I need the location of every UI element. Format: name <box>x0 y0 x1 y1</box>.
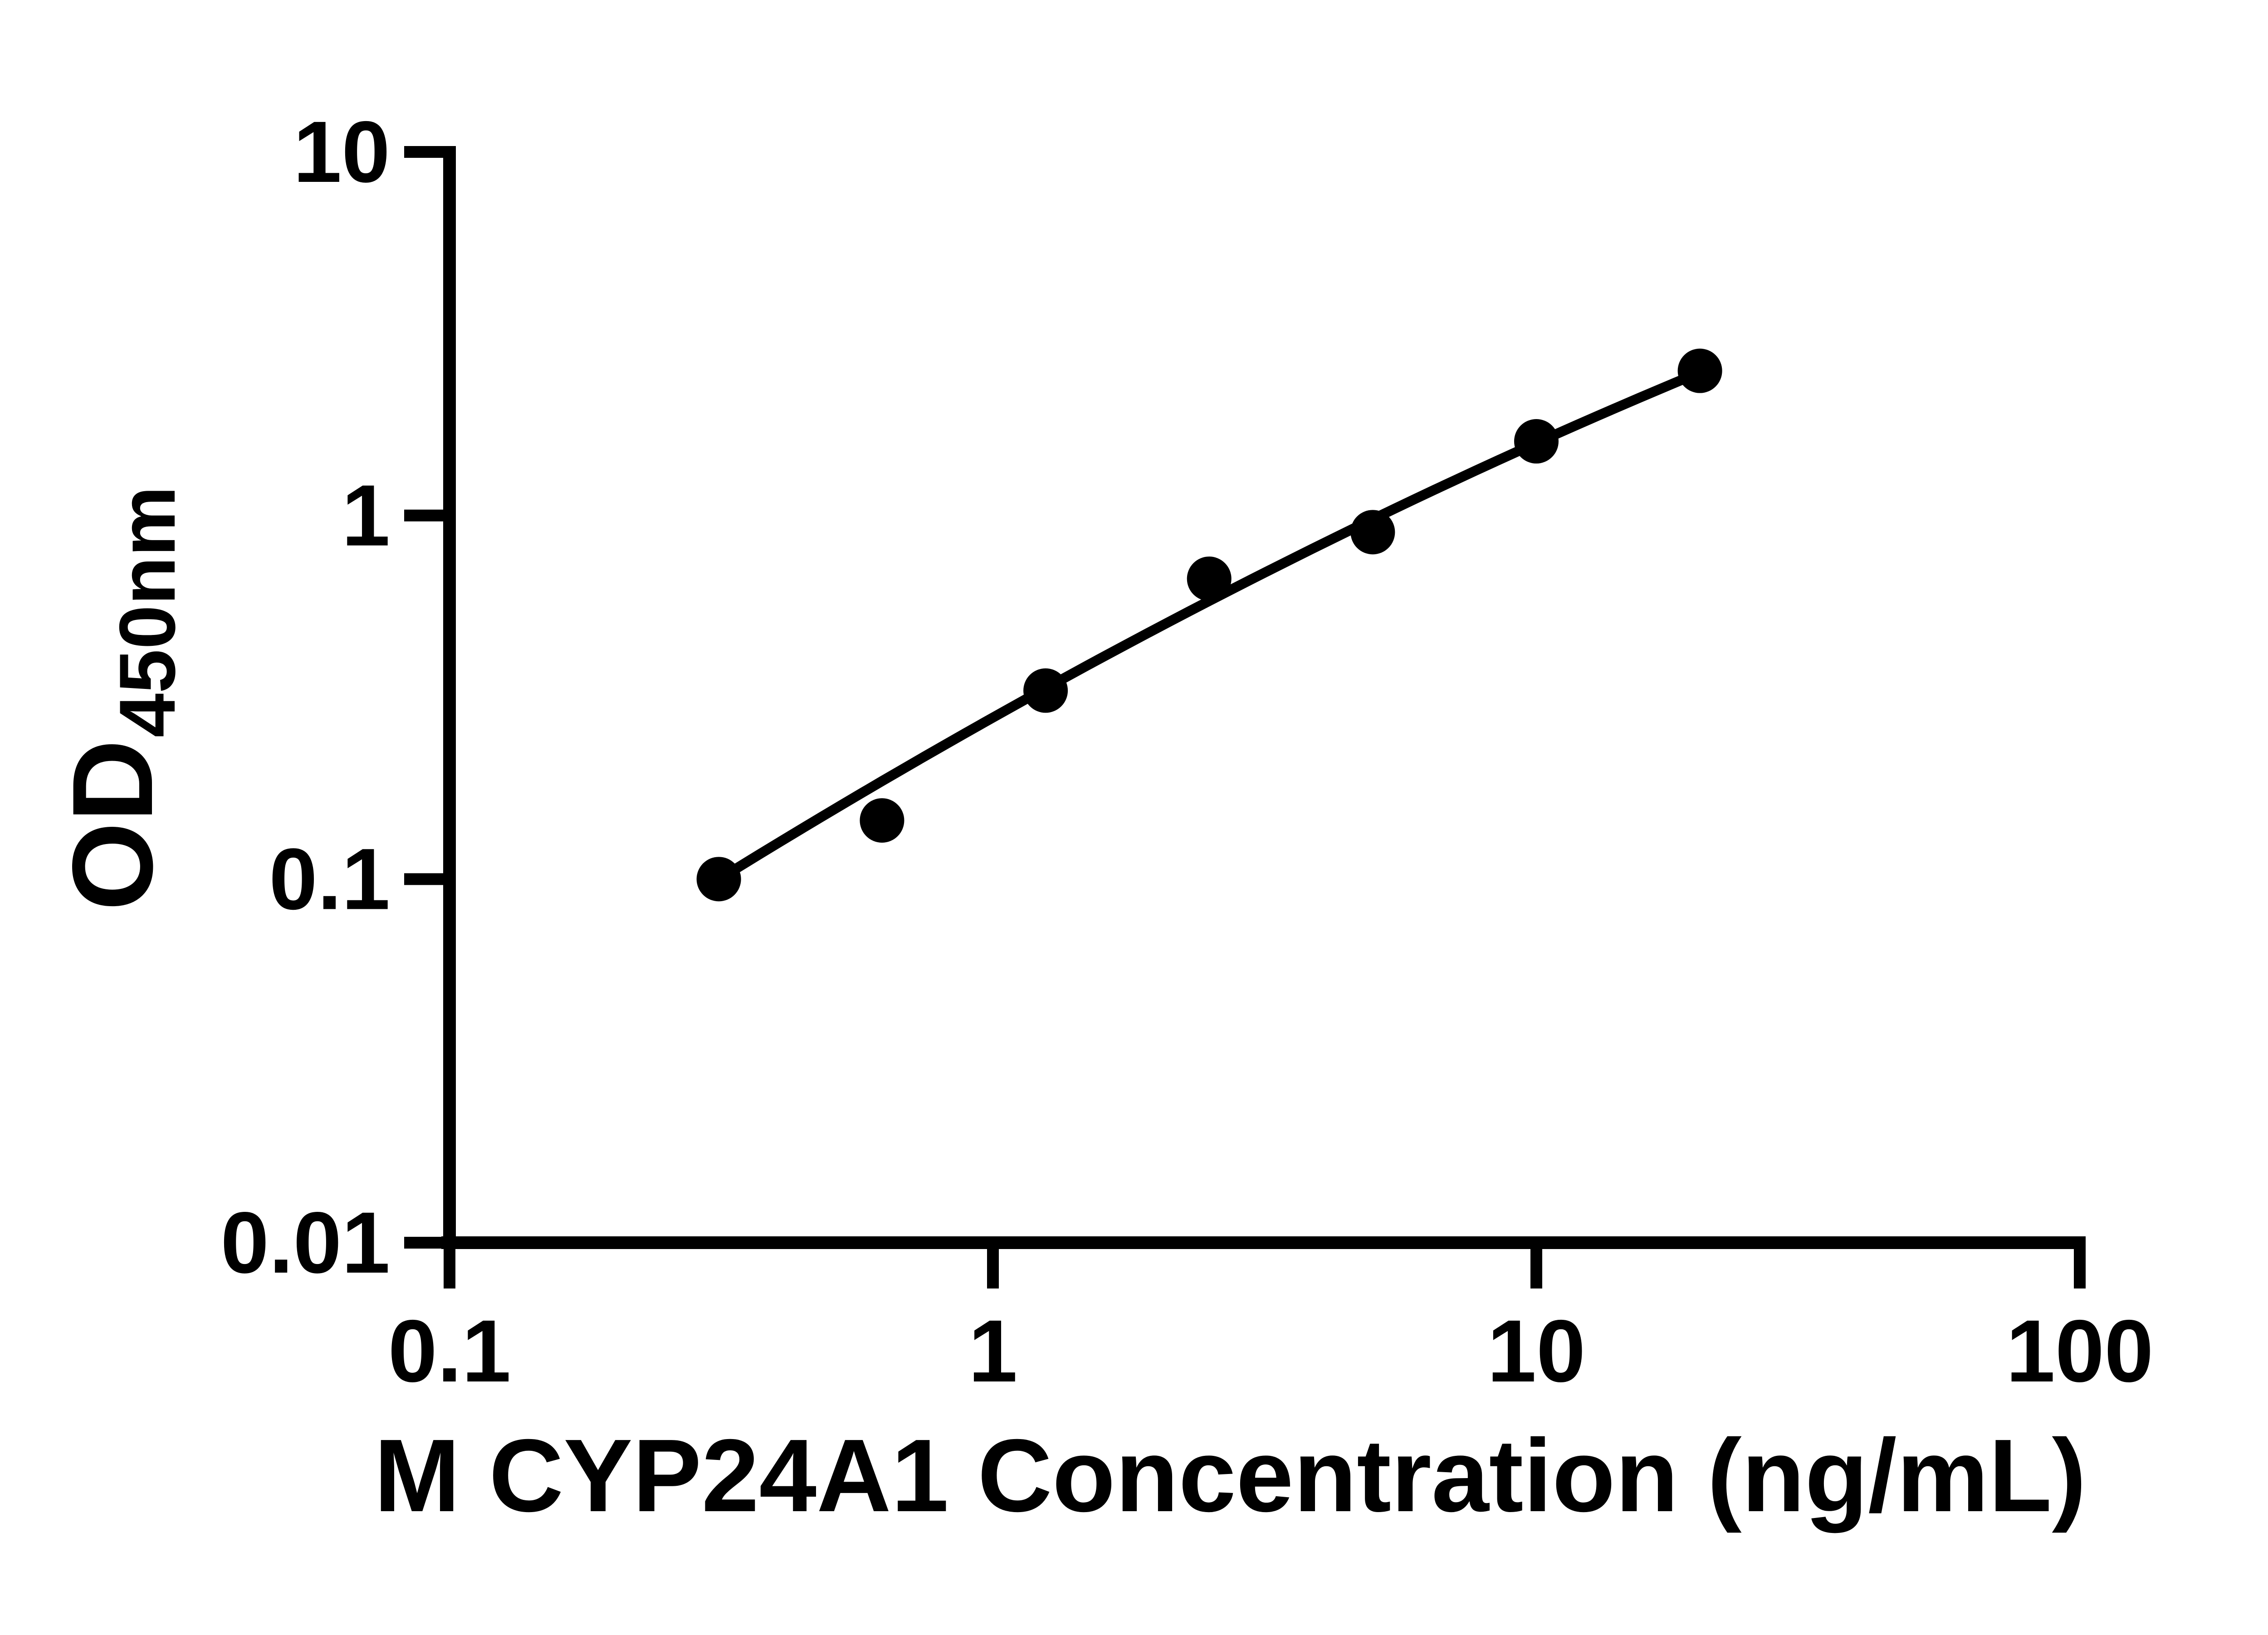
x-tick-label: 10 <box>1487 1302 1586 1401</box>
y-tick-labels: 10 1 0.1 0.01 <box>220 103 390 1291</box>
y-tick-label: 10 <box>293 103 390 200</box>
x-tick-labels: 0.1 1 10 100 <box>388 1302 2153 1401</box>
x-tick-label: 1 <box>968 1302 1017 1401</box>
y-tick-label: 0.01 <box>220 1194 390 1291</box>
y-tick-label: 0.1 <box>269 830 390 927</box>
y-axis-title-subscript: 450nm <box>103 486 192 737</box>
data-point <box>696 857 741 902</box>
y-axis-title: OD 450nm <box>49 486 192 911</box>
data-point <box>860 798 904 843</box>
data-point <box>1023 668 1068 713</box>
y-axis-title-main: OD <box>49 739 176 911</box>
data-points <box>696 348 1722 902</box>
data-point <box>1514 419 1559 464</box>
x-ticks <box>444 1236 2086 1288</box>
axes <box>441 146 2086 1249</box>
x-axis-title: M CYP24A1 Concentration (ng/mL) <box>374 1418 2087 1533</box>
data-point <box>1677 348 1722 393</box>
x-tick-label: 100 <box>2006 1302 2153 1401</box>
y-tick-label: 1 <box>342 467 390 564</box>
x-tick-label: 0.1 <box>388 1302 511 1401</box>
data-point <box>1350 510 1395 555</box>
data-point <box>1187 556 1232 601</box>
